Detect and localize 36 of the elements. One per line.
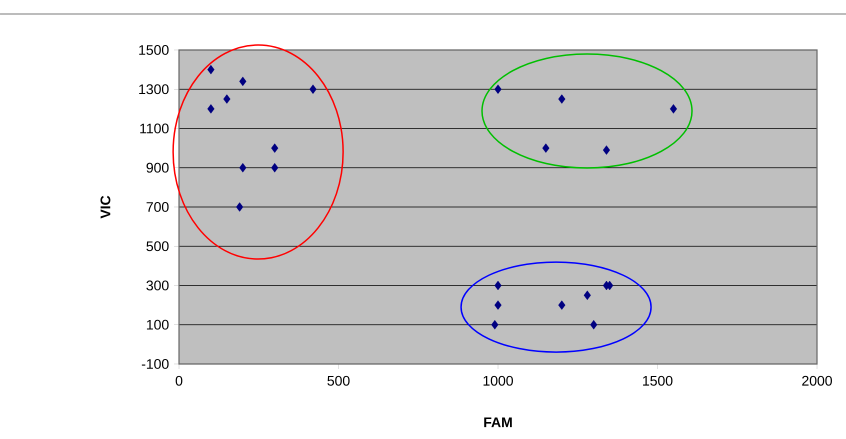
point (584, 290, 591, 300)
y-tick-label: 300 (146, 280, 169, 290)
point (590, 320, 598, 330)
point (239, 76, 246, 86)
y-tick-label: 1500 (139, 45, 169, 55)
point (491, 320, 498, 330)
point (207, 104, 214, 114)
point (271, 163, 278, 172)
y-tick-label: 1100 (140, 124, 169, 134)
point (239, 163, 246, 172)
y-tick-label: 1300 (139, 84, 169, 94)
point (494, 300, 502, 310)
x-tick-label: 1500 (643, 376, 672, 386)
point (236, 202, 244, 212)
point (494, 280, 502, 290)
x-tick-label: 2000 (802, 376, 832, 386)
y-tick-label: 500 (146, 241, 169, 252)
point (670, 104, 678, 114)
y-axis-title: VIC (100, 196, 110, 219)
point (271, 143, 278, 153)
point (558, 94, 566, 104)
point (309, 84, 317, 94)
y-tick-label: -100 (142, 359, 169, 369)
y-tick-label: 100 (146, 320, 169, 330)
x-tick-label: 1000 (484, 376, 513, 386)
point (542, 143, 550, 153)
x-tick-label: 500 (327, 376, 350, 386)
point (602, 145, 610, 155)
x-tick-label: 0 (176, 376, 182, 386)
point (207, 64, 214, 74)
x-axis-title: FAM (484, 418, 512, 428)
point (494, 84, 502, 94)
y-tick-label: 700 (146, 202, 169, 212)
y-tick-label: 900 (146, 162, 169, 173)
point (558, 300, 566, 310)
point (223, 94, 230, 104)
